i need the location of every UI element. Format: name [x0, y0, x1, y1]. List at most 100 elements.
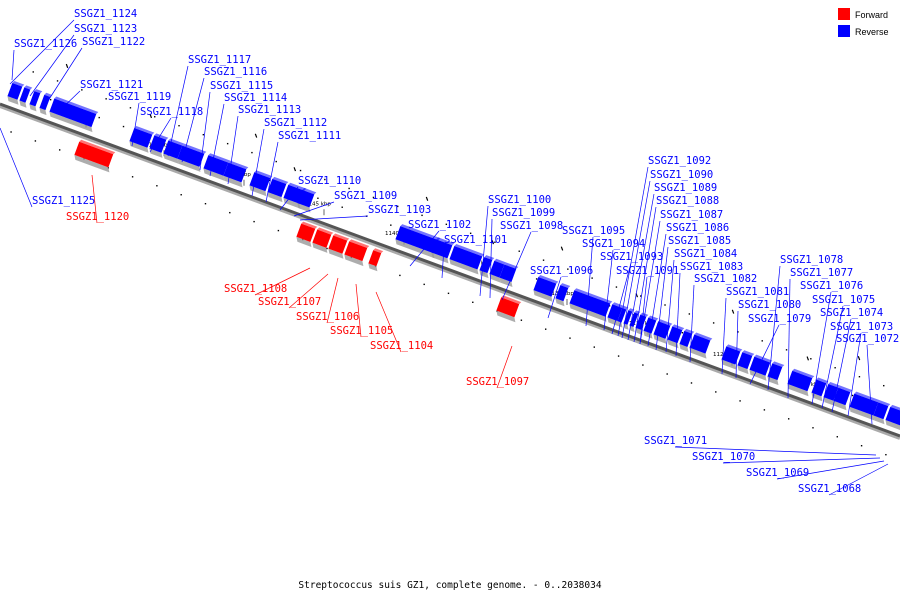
frame-dot [399, 274, 401, 277]
frame-dot [348, 187, 350, 190]
gene-label: SSGZ1_1118 [140, 106, 203, 118]
frame-dot [885, 453, 887, 456]
frame-dot [544, 328, 547, 330]
reverse-gene-box [749, 354, 773, 381]
gene-label: SSGZ1_1115 [210, 80, 273, 92]
gene-label: SSGZ1_1094 [582, 238, 645, 250]
gene-leader-line [91, 174, 98, 224]
gene-label: SSGZ1_1116 [204, 66, 267, 78]
frame-mark [254, 133, 258, 138]
gene-label: SSGZ1_1110 [298, 175, 361, 187]
reverse-gene-box [885, 404, 900, 430]
kbp-label: 1145 kbp [305, 201, 331, 207]
reverse-gene-box [533, 274, 559, 302]
frame-dot [642, 364, 644, 366]
reverse-gene-box [873, 400, 891, 425]
label-leaders [0, 19, 889, 496]
gene-label: SSGZ1_1107 [258, 296, 321, 308]
frame-dot [10, 131, 12, 133]
forward-gene-box [312, 227, 334, 253]
frame-dot [860, 445, 863, 447]
frame-dot [518, 250, 520, 252]
gene-leader-line [489, 218, 493, 299]
gene-label: SSGZ1_1084 [674, 248, 737, 260]
gene-label: SSGZ1_1076 [800, 280, 863, 292]
frame-dot [253, 220, 255, 223]
gene-leader-line [603, 249, 614, 331]
frame-dot [105, 98, 107, 100]
forward-gene-box [296, 221, 318, 247]
frame-dot [445, 223, 448, 226]
gene-label: SSGZ1_1098 [500, 220, 563, 232]
frame-dot [204, 202, 207, 205]
frame-dot [810, 358, 812, 360]
gene-leader-line [355, 283, 362, 338]
gene-leader-line [689, 284, 695, 363]
frame-dot [341, 206, 343, 208]
frame-dot [739, 400, 741, 402]
gene-leader-line [326, 277, 339, 324]
gene-label: SSGZ1_1070 [692, 451, 755, 463]
gene-label: SSGZ1_1069 [746, 467, 809, 479]
frame-dot [421, 214, 423, 217]
gene-leader-line [0, 127, 33, 208]
frame-dot [154, 116, 156, 118]
frame-dot [785, 349, 788, 351]
frame-dot [98, 116, 100, 119]
frame-dot [81, 89, 83, 91]
gene-leader-line [496, 345, 513, 389]
gene-label: SSGZ1_1085 [668, 235, 731, 247]
gene-label: SSGZ1_1096 [530, 265, 593, 277]
reverse-gene-box [7, 80, 25, 105]
gene-leader-line [821, 305, 844, 409]
gene-label: SSGZ1_1075 [812, 294, 875, 306]
legend: Forward Reverse [838, 8, 889, 37]
forward-gene-box [368, 248, 384, 272]
frame-dot [666, 373, 668, 375]
frame-dot [275, 160, 277, 163]
legend-label-reverse: Reverse [855, 27, 889, 37]
gene-label: SSGZ1_1091 [616, 265, 679, 277]
reverse-gene-box [431, 237, 455, 264]
gene-label: SSGZ1_1120 [66, 211, 129, 223]
frame-dot [372, 196, 375, 199]
frame-dot [681, 332, 684, 334]
forward-gene-box [496, 295, 522, 323]
frame-mark [491, 240, 495, 245]
reverse-gene-box [39, 92, 53, 116]
frame-mark [806, 356, 810, 361]
gene-label: SSGZ1_1101 [444, 234, 507, 246]
frame-dot [472, 301, 474, 303]
gene-leader-line [479, 205, 489, 297]
reverse-gene-box [737, 350, 755, 375]
frame-dot [593, 346, 595, 348]
gene-label: SSGZ1_1113 [238, 104, 301, 116]
gene-label: SSGZ1_1078 [780, 254, 843, 266]
reverse-gene-box [49, 96, 99, 133]
frame-dot [229, 211, 231, 214]
gene-labels: SSGZ1_1124 SSGZ1_1123 SSGZ1_1126 SSGZ1_1122… [14, 8, 899, 495]
gene-leader-line [621, 180, 651, 339]
frame-dot [664, 304, 666, 306]
gene-leader-line [647, 233, 667, 347]
frame-mark [560, 246, 564, 251]
frame-dot [608, 305, 611, 307]
gene-label: SSGZ1_1083 [680, 261, 743, 273]
reverse-gene-box [395, 224, 441, 259]
gene-label: SSGZ1_1125 [32, 195, 95, 207]
reverse-gene-box [635, 312, 649, 335]
gene-label: SSGZ1_1088 [656, 195, 719, 207]
frame-dot [690, 382, 693, 384]
gene-leader-line [721, 297, 727, 375]
frame-dot [397, 205, 399, 208]
frame-dot [423, 283, 425, 286]
frame-dot [251, 151, 253, 154]
gene-leader-line [655, 246, 669, 351]
gene-label: SSGZ1_1095 [562, 225, 625, 237]
gene-label: SSGZ1_1087 [660, 209, 723, 221]
gene-leader-line [811, 291, 832, 405]
frame-dot [131, 176, 134, 178]
frame-dot [640, 295, 642, 297]
gene-leader-line [828, 463, 889, 496]
